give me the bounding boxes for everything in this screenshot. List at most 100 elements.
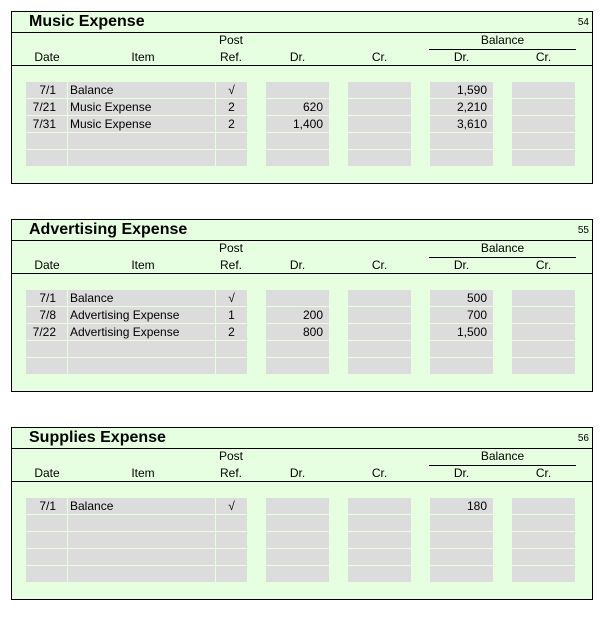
cell-bal-cr[interactable] — [512, 133, 575, 149]
cell-item[interactable] — [68, 549, 215, 565]
cell-bal-dr[interactable] — [430, 549, 493, 565]
cell-bal-cr[interactable] — [512, 99, 575, 115]
cell-date[interactable]: 7/31 — [26, 116, 67, 132]
cell-cr[interactable] — [348, 82, 411, 98]
cell-item[interactable] — [68, 341, 215, 357]
cell-bal-dr[interactable] — [430, 358, 493, 374]
cell-cr[interactable] — [348, 99, 411, 115]
cell-item[interactable]: Balance — [68, 82, 215, 98]
cell-ref[interactable]: √ — [216, 82, 247, 98]
cell-dr[interactable]: 200 — [266, 307, 329, 323]
cell-date[interactable]: 7/21 — [26, 99, 67, 115]
cell-ref[interactable]: √ — [216, 290, 247, 306]
cell-dr[interactable] — [266, 566, 329, 582]
cell-cr[interactable] — [348, 549, 411, 565]
cell-item[interactable] — [68, 515, 215, 531]
cell-item[interactable]: Advertising Expense — [68, 307, 215, 323]
cell-cr[interactable] — [348, 324, 411, 340]
cell-item[interactable] — [68, 150, 215, 166]
cell-dr[interactable] — [266, 549, 329, 565]
cell-date[interactable]: 7/8 — [26, 307, 67, 323]
cell-dr[interactable] — [266, 82, 329, 98]
cell-bal-cr[interactable] — [512, 82, 575, 98]
cell-ref[interactable]: 1 — [216, 307, 247, 323]
cell-date[interactable] — [26, 566, 67, 582]
cell-bal-dr[interactable] — [430, 515, 493, 531]
cell-bal-cr[interactable] — [512, 341, 575, 357]
cell-bal-dr[interactable]: 2,210 — [430, 99, 493, 115]
cell-bal-dr[interactable] — [430, 133, 493, 149]
cell-cr[interactable] — [348, 307, 411, 323]
cell-cr[interactable] — [348, 133, 411, 149]
cell-cr[interactable] — [348, 341, 411, 357]
cell-bal-dr[interactable] — [430, 566, 493, 582]
cell-date[interactable]: 7/1 — [26, 82, 67, 98]
cell-item[interactable]: Advertising Expense — [68, 324, 215, 340]
cell-bal-dr[interactable] — [430, 341, 493, 357]
cell-ref[interactable] — [216, 150, 247, 166]
cell-ref[interactable]: 2 — [216, 324, 247, 340]
cell-ref[interactable] — [216, 515, 247, 531]
cell-bal-dr[interactable]: 700 — [430, 307, 493, 323]
cell-dr[interactable]: 620 — [266, 99, 329, 115]
cell-ref[interactable] — [216, 341, 247, 357]
cell-ref[interactable] — [216, 532, 247, 548]
cell-date[interactable]: 7/1 — [26, 290, 67, 306]
cell-dr[interactable] — [266, 532, 329, 548]
cell-dr[interactable]: 800 — [266, 324, 329, 340]
cell-bal-cr[interactable] — [512, 150, 575, 166]
cell-item[interactable]: Music Expense — [68, 116, 215, 132]
cell-item[interactable]: Music Expense — [68, 99, 215, 115]
cell-bal-cr[interactable] — [512, 566, 575, 582]
cell-ref[interactable] — [216, 566, 247, 582]
cell-bal-cr[interactable] — [512, 116, 575, 132]
cell-dr[interactable] — [266, 341, 329, 357]
cell-item[interactable]: Balance — [68, 498, 215, 514]
cell-ref[interactable] — [216, 549, 247, 565]
cell-bal-dr[interactable]: 180 — [430, 498, 493, 514]
cell-item[interactable] — [68, 532, 215, 548]
cell-bal-dr[interactable]: 1,590 — [430, 82, 493, 98]
cell-date[interactable] — [26, 133, 67, 149]
cell-bal-dr[interactable]: 3,610 — [430, 116, 493, 132]
cell-dr[interactable] — [266, 290, 329, 306]
cell-cr[interactable] — [348, 532, 411, 548]
cell-item[interactable] — [68, 358, 215, 374]
cell-date[interactable] — [26, 532, 67, 548]
cell-bal-cr[interactable] — [512, 290, 575, 306]
cell-date[interactable] — [26, 150, 67, 166]
cell-dr[interactable] — [266, 515, 329, 531]
cell-dr[interactable] — [266, 358, 329, 374]
cell-date[interactable] — [26, 358, 67, 374]
cell-bal-dr[interactable] — [430, 150, 493, 166]
cell-bal-dr[interactable]: 1,500 — [430, 324, 493, 340]
cell-cr[interactable] — [348, 290, 411, 306]
cell-bal-cr[interactable] — [512, 532, 575, 548]
cell-date[interactable]: 7/1 — [26, 498, 67, 514]
cell-ref[interactable]: 2 — [216, 116, 247, 132]
cell-bal-cr[interactable] — [512, 498, 575, 514]
cell-dr[interactable] — [266, 498, 329, 514]
cell-date[interactable] — [26, 549, 67, 565]
cell-date[interactable] — [26, 515, 67, 531]
cell-ref[interactable]: √ — [216, 498, 247, 514]
cell-ref[interactable] — [216, 358, 247, 374]
cell-item[interactable]: Balance — [68, 290, 215, 306]
cell-cr[interactable] — [348, 498, 411, 514]
cell-item[interactable] — [68, 566, 215, 582]
cell-cr[interactable] — [348, 515, 411, 531]
cell-bal-cr[interactable] — [512, 307, 575, 323]
cell-bal-cr[interactable] — [512, 549, 575, 565]
cell-dr[interactable] — [266, 150, 329, 166]
cell-bal-cr[interactable] — [512, 324, 575, 340]
cell-cr[interactable] — [348, 566, 411, 582]
cell-dr[interactable]: 1,400 — [266, 116, 329, 132]
cell-ref[interactable]: 2 — [216, 99, 247, 115]
cell-dr[interactable] — [266, 133, 329, 149]
cell-bal-cr[interactable] — [512, 515, 575, 531]
cell-bal-cr[interactable] — [512, 358, 575, 374]
cell-date[interactable] — [26, 341, 67, 357]
cell-bal-dr[interactable]: 500 — [430, 290, 493, 306]
cell-cr[interactable] — [348, 358, 411, 374]
cell-cr[interactable] — [348, 150, 411, 166]
